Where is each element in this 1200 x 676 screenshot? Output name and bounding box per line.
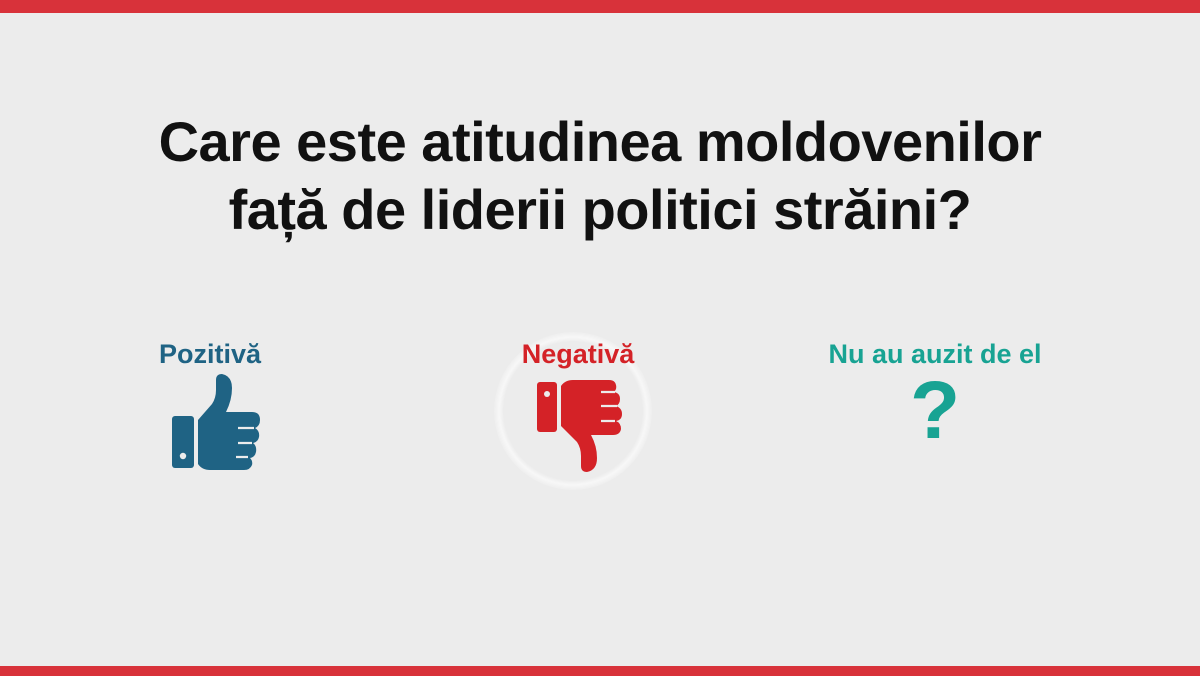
title-line-1: Care este atitudinea moldovenilor bbox=[158, 110, 1042, 173]
page-title: Care este atitudinea moldovenilor față d… bbox=[0, 108, 1200, 244]
option-unknown: Nu au auzit de el ? bbox=[790, 336, 1080, 454]
option-positive: Pozitivă bbox=[110, 336, 310, 474]
top-accent-bar bbox=[0, 0, 1200, 13]
thumbs-up-icon bbox=[160, 374, 260, 474]
option-negative: Negativă bbox=[478, 336, 678, 474]
bottom-accent-bar bbox=[0, 666, 1200, 676]
thumbs-down-icon bbox=[523, 374, 633, 474]
question-mark-icon: ? bbox=[909, 365, 961, 456]
title-line-2: față de liderii politici străini? bbox=[228, 178, 972, 241]
option-positive-label: Pozitivă bbox=[158, 339, 262, 369]
option-negative-label: Negativă bbox=[521, 339, 635, 369]
option-unknown-label: Nu au auzit de el bbox=[828, 339, 1042, 369]
